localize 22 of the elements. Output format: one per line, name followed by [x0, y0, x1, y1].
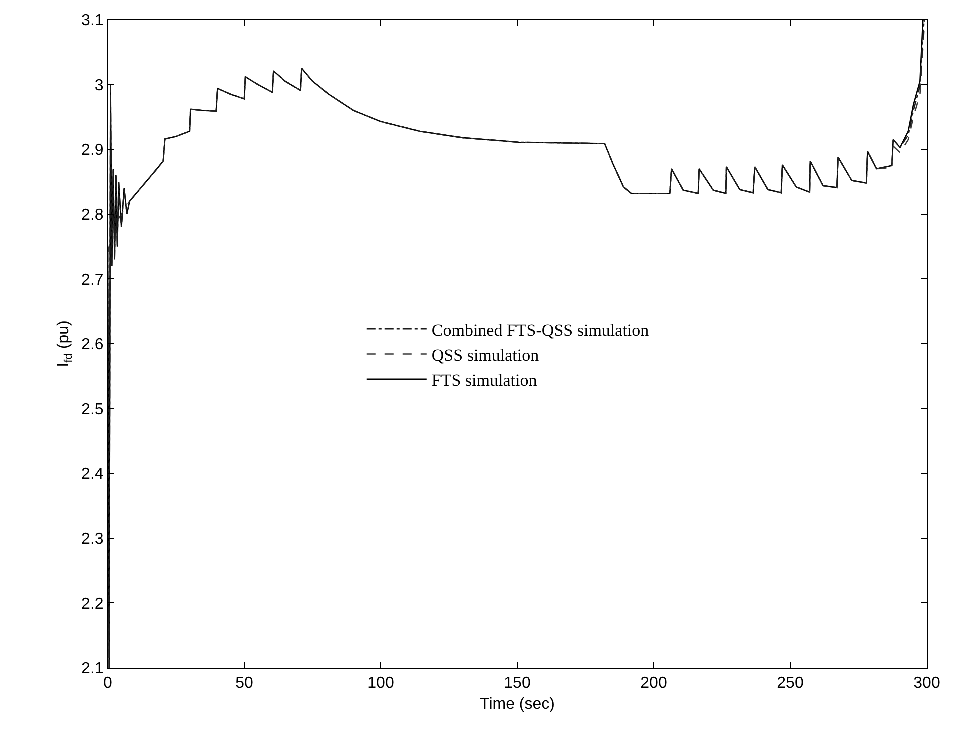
x-tick-label: 50 [236, 675, 254, 692]
x-tick-label: 150 [504, 675, 531, 692]
x-tick-label: 250 [777, 675, 804, 692]
legend-label: Combined FTS-QSS simulation [432, 320, 650, 340]
y-tick-label: 2.9 [82, 142, 104, 160]
legend-label: FTS simulation [432, 370, 538, 390]
x-tick-label: 300 [914, 675, 940, 692]
y-tick-label: 2.6 [82, 336, 104, 354]
legend-label: QSS simulation [432, 346, 540, 365]
y-tick-label: 2.7 [82, 272, 104, 289]
y-tick-label: 2.5 [82, 401, 104, 418]
y-tick-label: 2.1 [82, 660, 104, 678]
x-tick-label: 100 [368, 675, 394, 692]
x-tick-label: 0 [104, 675, 113, 692]
x-axis-title: Time (sec) [480, 696, 555, 713]
y-tick-label: 2.8 [82, 207, 104, 224]
y-tick-label: 2.3 [82, 531, 104, 548]
y-tick-label: 3 [94, 77, 104, 94]
x-tick-label: 200 [640, 675, 668, 692]
y-tick-label: 2.4 [82, 466, 104, 484]
y-tick-label: 2.2 [82, 596, 104, 613]
y-tick-label: 3.1 [82, 12, 104, 30]
